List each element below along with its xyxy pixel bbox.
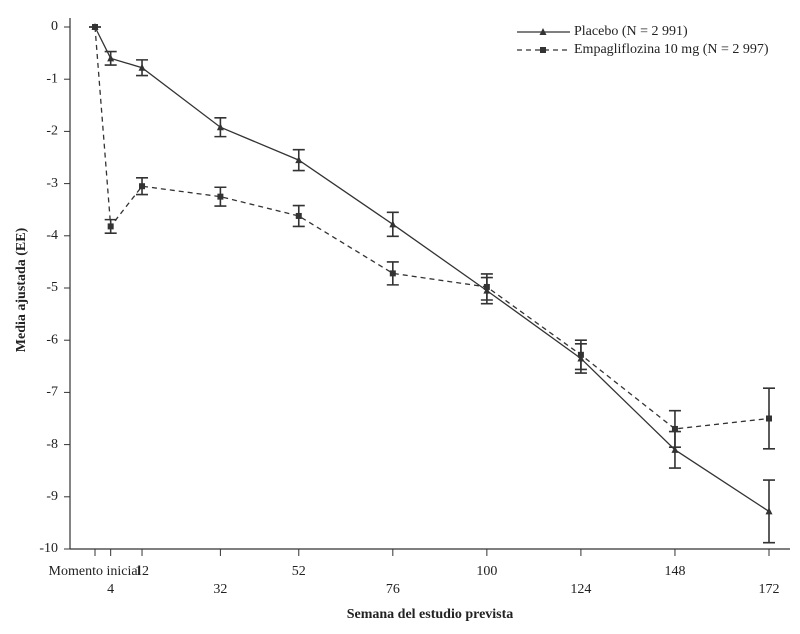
y-tick-label: -7 [46,385,58,400]
y-tick-label: -6 [46,332,58,347]
marker [107,54,115,62]
marker [389,220,397,228]
marker [389,270,396,277]
marker [540,47,546,53]
x-tick-label: 124 [570,582,591,597]
series-line [94,26,770,430]
marker [766,415,772,422]
legend-label: Empagliflozina 10 mg (N = 2 997) [574,42,769,57]
marker [217,193,224,200]
marker [671,425,678,432]
y-tick-label: -8 [46,437,58,452]
marker [765,507,773,515]
series-line [94,26,770,512]
marker [139,183,146,190]
x-tick-label: Momento inicial [49,564,142,579]
y-tick-label: -1 [46,71,58,86]
marker [295,156,303,164]
y-tick-label: -3 [46,176,58,191]
y-tick-label: -9 [46,489,58,504]
y-tick-label: -10 [39,541,58,556]
marker [92,24,98,30]
x-tick-label: 12 [135,564,149,579]
x-tick-label: 52 [292,564,306,579]
x-tick-label: 32 [213,582,227,597]
y-tick-label: -4 [46,228,58,243]
marker [295,212,302,219]
marker [138,63,146,71]
x-axis-label: Semana del estudio prevista [347,607,514,622]
marker [107,223,114,230]
marker [483,283,490,290]
marker [671,445,679,453]
y-tick-label: -5 [46,280,58,295]
marker [539,28,547,35]
y-tick-label: -2 [46,124,58,139]
x-tick-label: 4 [107,582,114,597]
x-tick-label: 76 [386,582,400,597]
x-tick-label: 148 [664,564,685,579]
legend-label: Placebo (N = 2 991) [574,24,688,39]
marker [216,123,224,131]
y-tick-label: 0 [51,19,58,34]
marker [577,351,584,358]
x-tick-label: 100 [476,564,497,579]
y-axis-label: Media ajustada (EE) [14,227,29,352]
x-tick-label: 172 [759,582,780,597]
